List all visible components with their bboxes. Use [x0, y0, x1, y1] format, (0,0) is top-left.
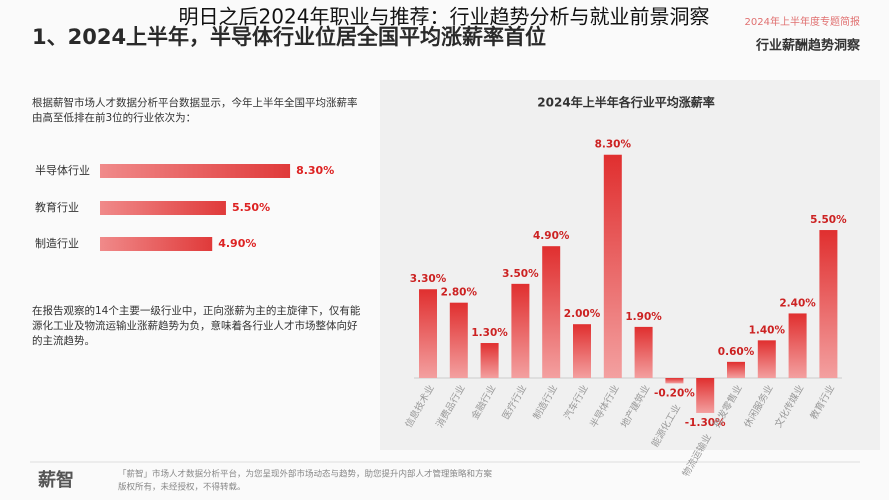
bar-label: 教育行业	[35, 200, 79, 214]
value-label: 1.40%	[749, 324, 786, 336]
value-label: -0.20%	[654, 387, 695, 399]
bar	[419, 289, 437, 378]
bar	[757, 340, 776, 378]
overlay-title: 明日之后2024年职业与推荐：行业趋势分析与就业前景洞察	[179, 5, 710, 29]
value-label: 8.30%	[595, 139, 632, 151]
chart-panel	[380, 80, 880, 450]
value-label: 5.50%	[232, 201, 270, 214]
value-label: 1.30%	[471, 327, 508, 339]
bar	[573, 324, 591, 378]
intro-text: 根据薪智市场人才数据分析平台数据显示，今年上半年全国平均涨薪率由高至低排在前3位…	[32, 97, 358, 124]
bar	[727, 361, 745, 378]
value-label: 8.30%	[296, 164, 334, 177]
value-label: 2.40%	[779, 297, 816, 309]
bar	[511, 283, 530, 378]
report-label: 2024年上半年度专题简报	[745, 15, 860, 28]
bar-label: 制造行业	[35, 236, 79, 250]
value-label: 2.80%	[441, 287, 478, 299]
bar	[100, 201, 226, 215]
bar	[100, 164, 291, 178]
value-label: 2.00%	[564, 308, 601, 320]
value-label: 5.50%	[810, 214, 847, 226]
value-label: 0.60%	[718, 346, 755, 358]
value-label: 1.90%	[625, 311, 662, 323]
bar-label: 半导体行业	[35, 163, 90, 177]
value-label: 3.30%	[410, 273, 447, 285]
footer-logo: 薪智	[38, 469, 74, 491]
bar	[819, 230, 838, 378]
footer-text: 版权所有，未经授权，不得转载。	[118, 482, 246, 493]
value-label: -1.30%	[685, 417, 726, 429]
report-title: 行业薪酬趋势洞察	[755, 38, 861, 54]
slide-heading: 1、2024上半年，半导体行业位居全国平均涨薪率首位	[32, 25, 546, 49]
value-label: 4.90%	[218, 237, 256, 250]
bar	[634, 326, 653, 378]
bar	[603, 154, 622, 378]
chart-title: 2024年上半年各行业平均涨薪率	[537, 95, 714, 110]
value-label: 4.90%	[533, 230, 570, 242]
bar	[665, 378, 684, 384]
conclusion-text: 在报告观察的14个主要一级行业中，正向涨薪为主的主旋律下，仅有能源化工业及物流运…	[32, 305, 361, 347]
footer-text: 「薪智」市场人才数据分析平台，为您呈现外部市场动态与趋势，助您提升内部人才管理策…	[118, 469, 493, 480]
value-label: 3.50%	[502, 268, 539, 280]
bar	[480, 343, 499, 378]
bar	[449, 302, 468, 378]
bar	[696, 378, 715, 413]
bar	[788, 313, 807, 378]
bar	[100, 237, 213, 251]
bar	[542, 246, 561, 378]
